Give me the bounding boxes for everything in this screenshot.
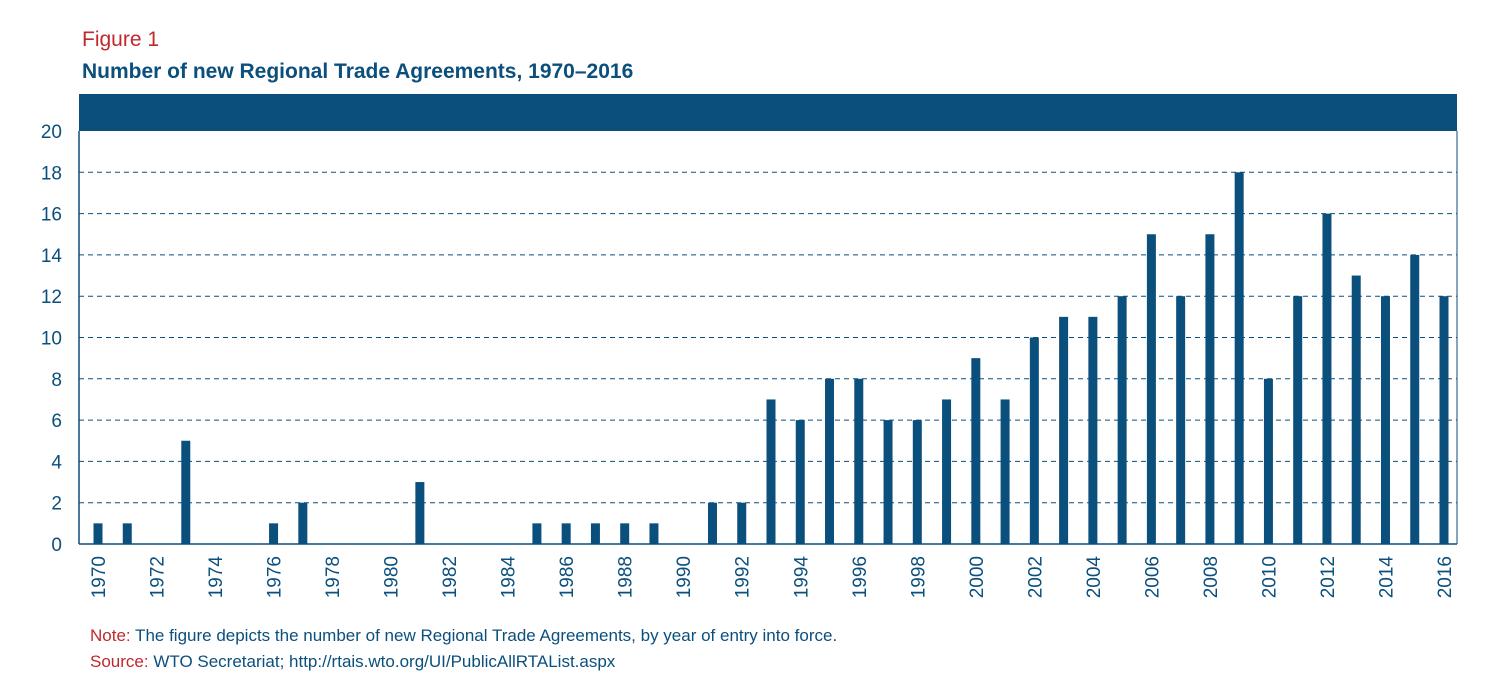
header-band	[79, 94, 1457, 131]
x-tick-label: 1994	[791, 556, 812, 599]
x-tick-label: 1972	[148, 556, 169, 598]
y-tick-label: 12	[41, 287, 62, 308]
y-tick-label: 6	[51, 411, 62, 432]
bar-1973	[181, 440, 191, 544]
x-tick-label: 1970	[89, 556, 110, 598]
bar-1993	[766, 399, 776, 544]
bar-1981	[415, 482, 425, 544]
chart-title: Number of new Regional Trade Agreements,…	[82, 60, 634, 83]
x-tick-label: 2006	[1142, 556, 1163, 598]
x-tick-label: 1980	[382, 556, 403, 598]
x-tick-label: 1984	[499, 556, 520, 599]
x-tick-label: 1976	[265, 556, 286, 598]
bar-1992	[737, 502, 747, 544]
bar-1996	[854, 378, 864, 544]
bar-1987	[590, 523, 600, 544]
bar-2004	[1088, 316, 1098, 544]
bar-1994	[795, 420, 805, 544]
bar-1985	[532, 523, 542, 544]
x-tick-label: 2014	[1376, 556, 1397, 599]
figure-label: Figure 1	[82, 28, 160, 51]
x-tick-label: 2000	[967, 556, 988, 598]
bar-2002	[1029, 337, 1039, 544]
y-tick-label: 18	[41, 163, 62, 184]
source-label: Source:	[90, 652, 149, 671]
x-tick-label: 1996	[850, 556, 871, 598]
x-tick-label: 2008	[1201, 556, 1222, 598]
x-tick-label: 1974	[206, 556, 227, 599]
bar-1971	[122, 523, 132, 544]
bar-2012	[1322, 213, 1332, 544]
note-text: The figure depicts the number of new Reg…	[130, 626, 838, 645]
bar-2006	[1146, 234, 1156, 544]
bar-1977	[298, 502, 308, 544]
chart-note: Note: The figure depicts the number of n…	[90, 626, 837, 646]
x-tick-label: 2012	[1318, 556, 1339, 598]
bar-1991	[707, 502, 717, 544]
chart-source: Source: WTO Secretariat; http://rtais.wt…	[90, 652, 615, 672]
x-tick-label: 2010	[1259, 556, 1280, 598]
y-tick-label: 8	[51, 370, 62, 391]
y-tick-label: 10	[41, 329, 62, 350]
bar-1995	[825, 378, 835, 544]
bar-1997	[883, 420, 893, 544]
bar-2003	[1059, 316, 1069, 544]
bar-1986	[561, 523, 571, 544]
bar-2013	[1351, 275, 1361, 544]
bar-1988	[620, 523, 630, 544]
bar-2001	[1000, 399, 1010, 544]
bar-1999	[942, 399, 952, 544]
bar-2008	[1205, 234, 1215, 544]
bar-2015	[1410, 254, 1420, 544]
y-tick-label: 20	[41, 122, 62, 143]
x-tick-label: 1990	[674, 556, 695, 598]
x-tick-label: 1978	[323, 556, 344, 598]
bar-2009	[1234, 172, 1244, 545]
bar-1976	[269, 523, 279, 544]
bar-2016	[1439, 296, 1449, 544]
y-tick-label: 0	[51, 535, 62, 556]
x-tick-label: 1992	[733, 556, 754, 598]
note-label: Note:	[90, 626, 131, 645]
bar-2014	[1380, 296, 1390, 544]
bar-2011	[1293, 296, 1303, 544]
y-tick-label: 2	[51, 494, 62, 515]
x-tick-label: 1998	[908, 556, 929, 598]
bar-2007	[1176, 296, 1186, 544]
y-tick-label: 16	[41, 205, 62, 226]
x-tick-label: 2004	[1084, 556, 1105, 599]
bar-1970	[93, 523, 103, 544]
bar-2000	[971, 358, 981, 544]
y-tick-label: 14	[41, 246, 63, 267]
x-tick-label: 2002	[1025, 556, 1046, 598]
y-tick-label: 4	[51, 452, 62, 473]
source-text: WTO Secretariat; http://rtais.wto.org/UI…	[148, 652, 616, 671]
x-tick-label: 2016	[1435, 556, 1456, 598]
x-tick-label: 1988	[616, 556, 637, 598]
x-tick-label: 1982	[440, 556, 461, 598]
x-tick-label: 1986	[557, 556, 578, 598]
bar-1998	[912, 420, 922, 544]
bar-2005	[1117, 296, 1127, 544]
bar-1989	[649, 523, 659, 544]
bar-2010	[1263, 378, 1273, 544]
